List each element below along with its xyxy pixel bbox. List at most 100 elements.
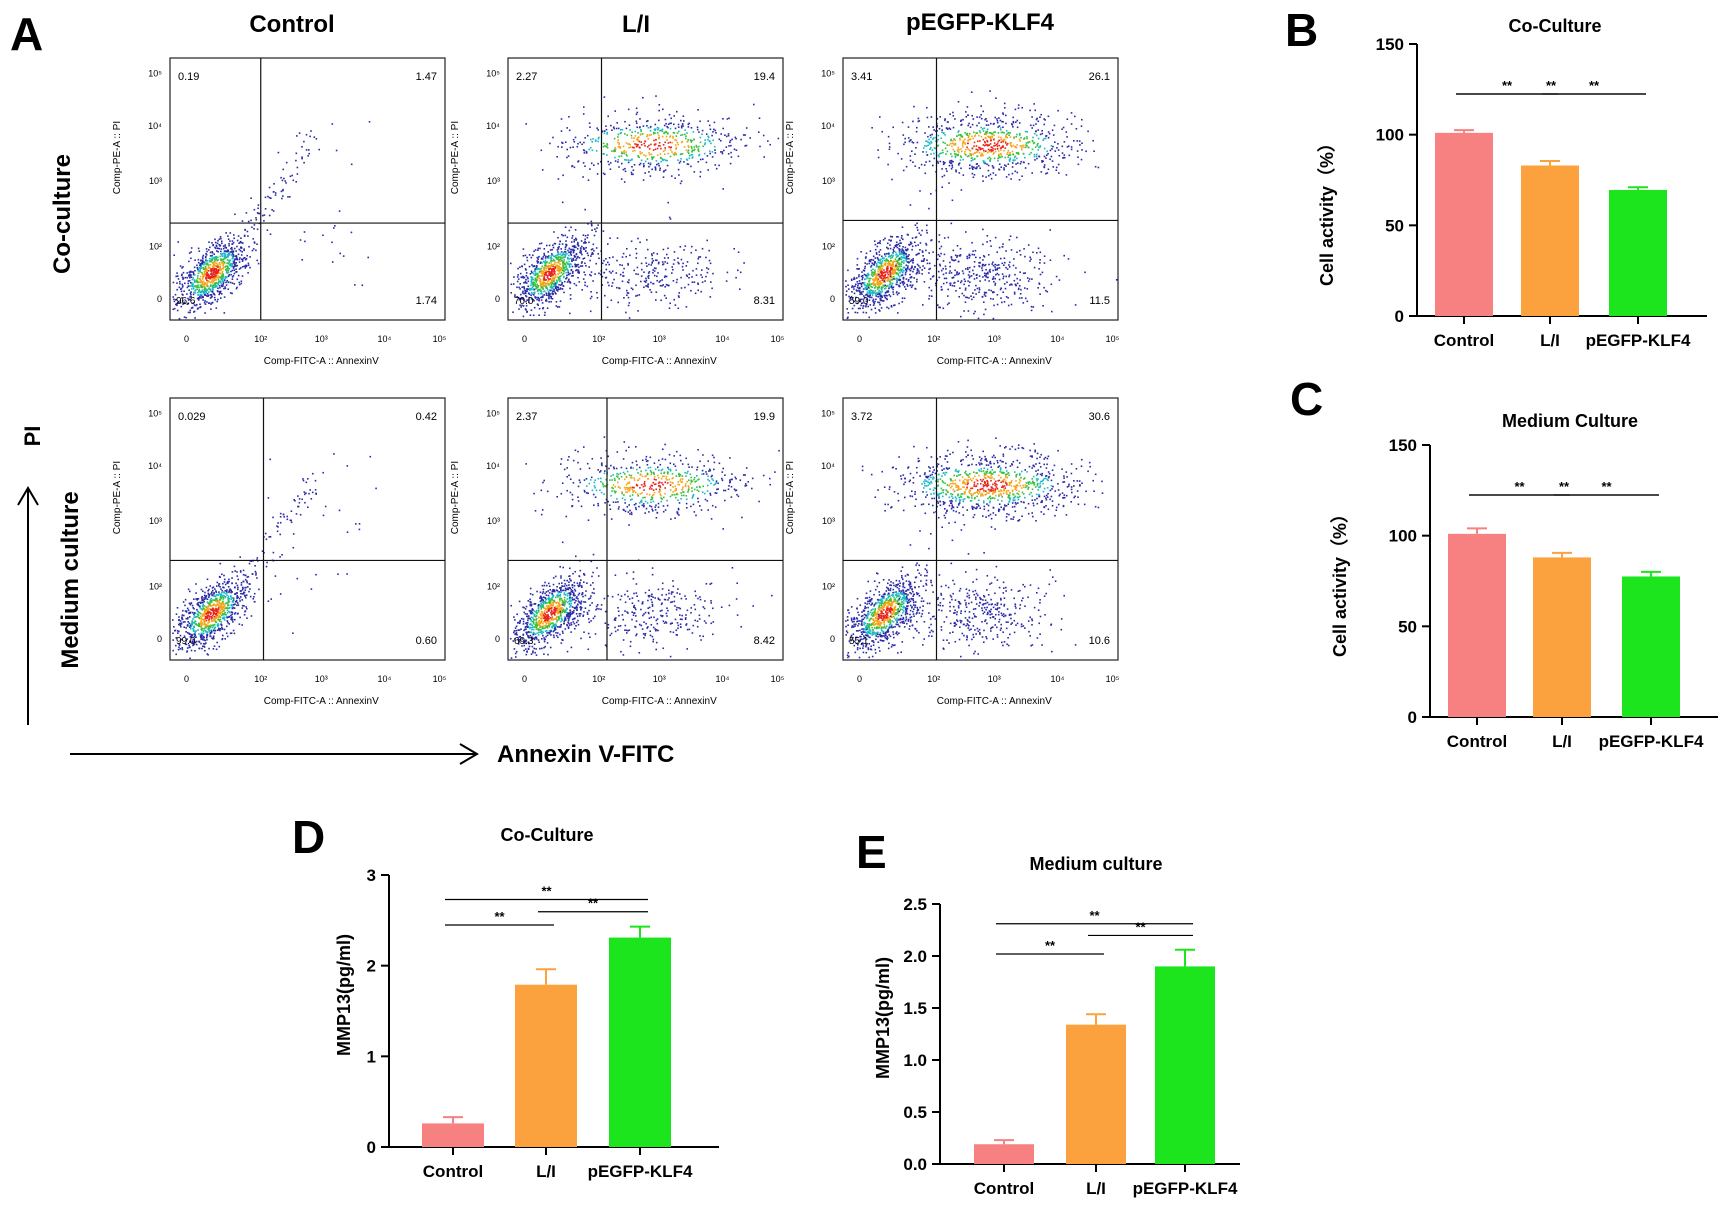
flow-point — [1041, 271, 1044, 274]
flow-point — [978, 265, 981, 268]
flow-point — [887, 256, 890, 258]
flow-point — [553, 276, 555, 279]
flow-point — [187, 302, 190, 305]
flow-point — [557, 253, 560, 256]
flow-point — [715, 167, 718, 170]
flow-point — [865, 300, 868, 303]
flow-point — [947, 288, 949, 291]
flow-point — [214, 299, 216, 301]
flow-point — [753, 103, 755, 106]
flow-point — [205, 276, 207, 279]
flow-point — [938, 247, 941, 250]
flow-point — [214, 238, 216, 241]
flow-point — [218, 280, 220, 283]
flow-point — [707, 138, 709, 141]
flow-point — [876, 264, 878, 266]
flow-point — [964, 280, 966, 283]
flow-point — [972, 292, 974, 294]
flow-point — [898, 285, 901, 287]
flow-point — [874, 307, 877, 310]
flow-point — [867, 283, 869, 286]
flow-point — [233, 266, 235, 269]
flow-point — [897, 268, 900, 270]
flow-point — [257, 204, 260, 206]
flow-point — [891, 286, 893, 289]
flow-point — [1039, 133, 1042, 136]
flow-point — [542, 281, 545, 283]
flow-point — [677, 130, 680, 133]
flow-point — [950, 272, 953, 274]
flow-point — [315, 138, 318, 140]
flow-point — [553, 268, 555, 271]
flow-point — [675, 152, 677, 155]
flow-point — [922, 255, 924, 257]
flow-point — [658, 119, 660, 122]
flow-point — [233, 265, 236, 267]
flow-point — [253, 228, 255, 230]
flow-point — [862, 288, 865, 290]
flow-point — [865, 305, 867, 308]
flow-point — [1008, 275, 1010, 278]
flow-point — [997, 150, 1000, 152]
flow-point — [553, 278, 555, 281]
flow-point — [919, 190, 921, 192]
flow-point — [1000, 138, 1003, 141]
flow-point — [1011, 166, 1014, 168]
flow-point — [625, 311, 627, 314]
flow-point — [313, 136, 316, 138]
flow-point — [677, 257, 679, 259]
flow-point — [1002, 139, 1005, 141]
flow-point — [932, 164, 934, 167]
flow-point — [227, 262, 230, 265]
flow-point — [960, 156, 963, 159]
flow-point — [650, 264, 653, 266]
flow-point — [657, 134, 660, 136]
flow-point — [639, 151, 641, 153]
flow-point — [544, 285, 546, 287]
flow-point — [190, 293, 192, 296]
flow-point — [1076, 150, 1079, 152]
flow-point — [1048, 132, 1051, 135]
flow-point — [622, 275, 624, 277]
flow-point — [210, 273, 213, 275]
flow-point — [961, 292, 964, 295]
flow-point — [656, 163, 658, 166]
flow-point — [569, 294, 572, 296]
flow-point — [220, 258, 222, 260]
flow-point — [680, 126, 683, 129]
flow-point — [908, 140, 911, 143]
flow-point — [1053, 124, 1056, 127]
flow-point — [869, 260, 872, 263]
flow-point — [577, 271, 579, 274]
flow-point — [970, 91, 973, 93]
flow-point — [962, 142, 964, 144]
flow-point — [541, 269, 543, 272]
flow-point — [303, 231, 306, 233]
flow-point — [1037, 120, 1040, 123]
flow-point — [221, 262, 224, 265]
flow-point — [301, 156, 303, 158]
flow-point — [1019, 162, 1022, 165]
flow-point — [711, 287, 713, 290]
flow-point — [192, 272, 195, 275]
flow-point — [563, 280, 566, 283]
flow-point — [879, 249, 882, 251]
flow-point — [189, 311, 191, 314]
flow-point — [971, 135, 973, 138]
flow-point — [876, 286, 879, 289]
flow-point — [902, 169, 905, 172]
flow-point — [678, 174, 680, 176]
flow-point — [234, 255, 237, 258]
flow-point — [199, 268, 201, 271]
flow-point — [877, 268, 880, 270]
flow-point — [1001, 139, 1004, 142]
flow-point — [870, 289, 873, 291]
flow-point — [552, 244, 554, 247]
flow-point — [251, 226, 253, 229]
flow-point — [900, 242, 902, 244]
flow-point — [1027, 244, 1030, 246]
flow-point — [899, 258, 902, 260]
flow-point — [614, 110, 616, 112]
flow-point — [878, 241, 881, 244]
flow-point — [995, 97, 997, 99]
